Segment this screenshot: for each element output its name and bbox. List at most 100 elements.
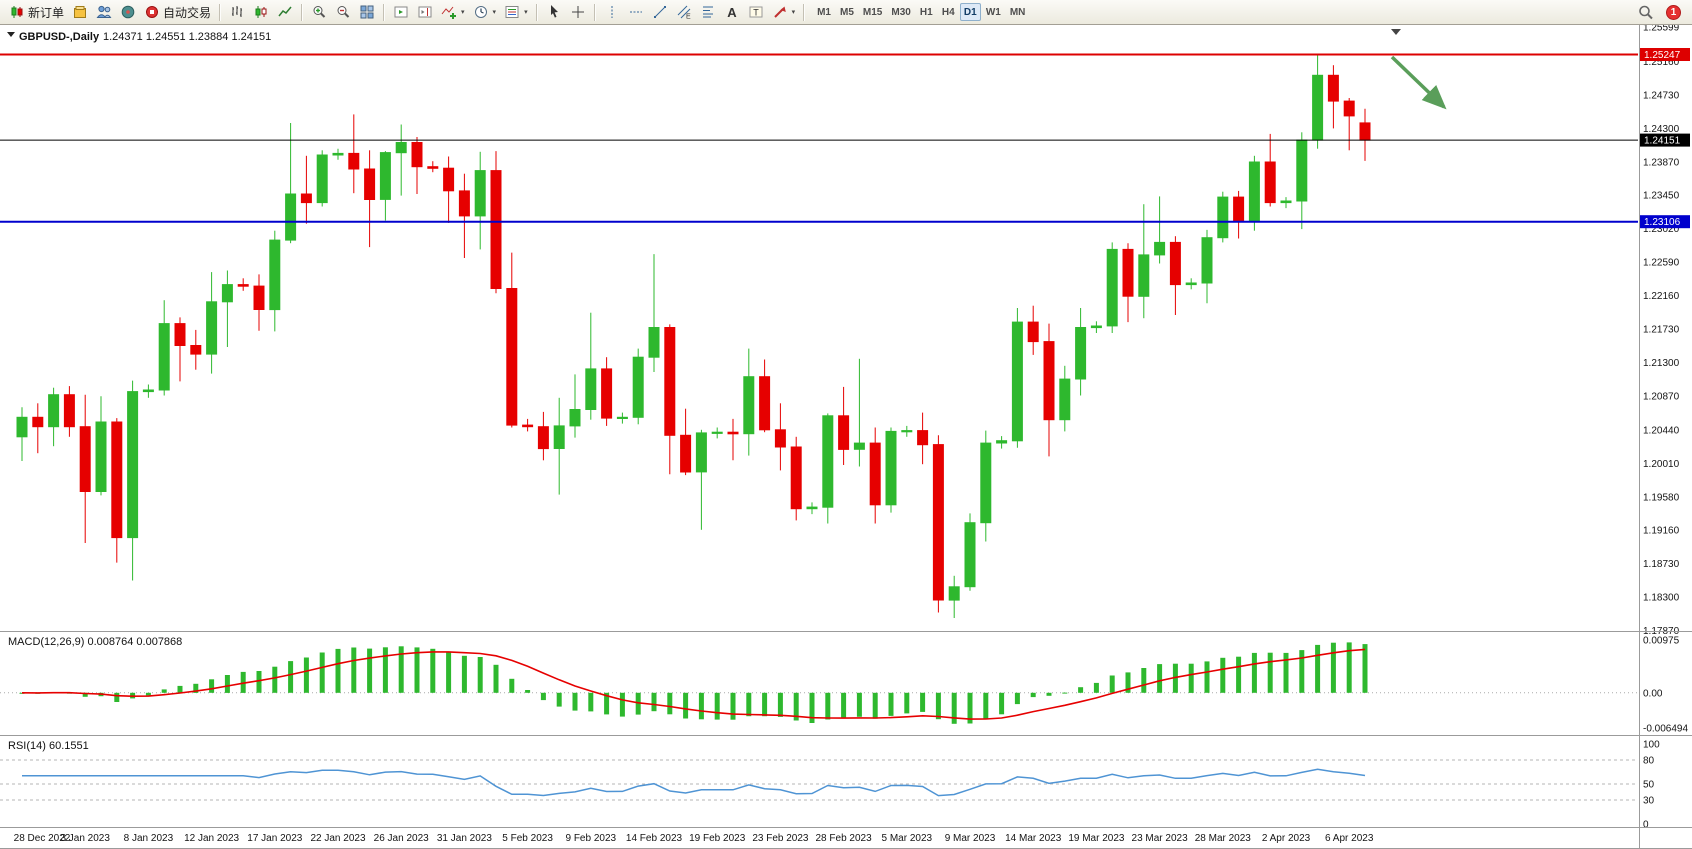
zoom-in-button[interactable] [307,2,331,23]
timeframe-button-h1[interactable]: H1 [916,3,937,21]
candle-body[interactable] [111,421,123,539]
candle-body[interactable] [458,190,470,217]
bar-chart-button[interactable] [225,2,249,23]
timeframe-button-m15[interactable]: M15 [859,3,886,21]
candle-body[interactable] [1122,248,1134,297]
arrows-tool-button[interactable]: ▾ [768,2,800,23]
candle-body[interactable] [569,409,581,427]
candle-body[interactable] [601,368,613,419]
candle-body[interactable] [1233,196,1245,222]
candle-body[interactable] [917,430,929,446]
zoom-out-button[interactable] [331,2,355,23]
candle-body[interactable] [221,284,233,303]
candle-body[interactable] [616,416,628,419]
trendline-tool-button[interactable] [648,2,672,23]
candle-body[interactable] [1106,248,1118,327]
candle-body[interactable] [95,421,107,492]
horizontal-line-tool-button[interactable] [624,2,648,23]
chart-shift-button[interactable] [413,2,437,23]
candle-body[interactable] [48,394,60,428]
templates-button[interactable]: ▾ [500,2,532,23]
candle-body[interactable] [1327,74,1339,102]
candle-body[interactable] [743,376,755,435]
candle-body[interactable] [901,430,913,433]
candle-body[interactable] [474,170,486,217]
autotrade-button[interactable]: 自动交易 [140,2,215,23]
candle-body[interactable] [1090,325,1102,329]
candle-body[interactable] [648,327,660,358]
candle-body[interactable] [1248,161,1260,222]
timeframe-button-d1[interactable]: D1 [959,3,981,21]
candle-body[interactable] [1185,282,1197,286]
timeframe-button-m1[interactable]: M1 [813,3,835,21]
candle-body[interactable] [1169,241,1181,286]
candle-body[interactable] [1075,327,1087,380]
candle-body[interactable] [253,285,265,311]
candle-body[interactable] [522,424,534,428]
chart-shift-marker[interactable] [1391,29,1401,35]
vertical-line-tool-button[interactable] [600,2,624,23]
candle-body[interactable] [774,429,786,448]
candle-body[interactable] [285,193,297,241]
candle-body[interactable] [490,170,502,290]
candlestick-chart-button[interactable] [249,2,273,23]
text-label-tool-button[interactable]: T [744,2,768,23]
accounts-button[interactable] [92,2,116,23]
notification-badge[interactable]: 1 [1666,4,1681,20]
candle-body[interactable] [206,301,218,355]
search-button[interactable] [1633,2,1658,23]
timeframe-button-m5[interactable]: M5 [836,3,858,21]
candle-body[interactable] [806,506,818,510]
market-watch-button[interactable] [68,2,92,23]
candle-body[interactable] [63,394,75,428]
candle-body[interactable] [379,152,391,200]
community-button[interactable] [116,2,140,23]
candle-body[interactable] [537,426,549,450]
candle-body[interactable] [395,142,407,154]
candle-body[interactable] [506,288,518,426]
equidistant-channel-tool-button[interactable]: E [672,2,696,23]
candle-body[interactable] [364,168,376,200]
candle-body[interactable] [174,323,186,347]
candle-body[interactable] [759,376,771,431]
cursor-button[interactable] [542,2,566,23]
indicators-button[interactable]: ▾ [437,2,469,23]
periods-button[interactable]: ▾ [469,2,501,23]
candle-body[interactable] [1059,378,1071,421]
candle-body[interactable] [1343,100,1355,117]
candle-body[interactable] [948,586,960,601]
candle-body[interactable] [980,442,992,524]
candle-body[interactable] [932,444,944,601]
candle-body[interactable] [996,440,1008,444]
candle-body[interactable] [1011,321,1023,442]
candle-body[interactable] [680,434,692,473]
candle-body[interactable] [838,415,850,450]
text-tool-button[interactable]: A [720,2,744,23]
crosshair-button[interactable] [566,2,590,23]
candle-body[interactable] [300,193,312,204]
candle-body[interactable] [869,442,881,506]
timeframe-button-m30[interactable]: M30 [887,3,914,21]
candle-body[interactable] [158,323,170,391]
candle-body[interactable] [1359,122,1371,141]
candle-body[interactable] [1217,196,1229,239]
tile-windows-button[interactable] [355,2,379,23]
candle-body[interactable] [632,356,644,418]
ohlc-collapse-icon[interactable] [7,32,15,37]
candle-body[interactable] [79,426,91,493]
candle-body[interactable] [1264,161,1276,204]
candle-body[interactable] [1154,241,1166,256]
timeframe-button-w1[interactable]: W1 [982,3,1005,21]
candle-body[interactable] [695,432,707,473]
candle-body[interactable] [411,142,423,168]
chart-canvas[interactable]: 1.25599 1.25160 1.24730 1.24300 1.23870 1.234… [0,25,1692,849]
candle-body[interactable] [443,167,455,192]
candle-body[interactable] [585,368,597,410]
candle-body[interactable] [964,522,976,588]
candle-body[interactable] [1201,237,1213,284]
candle-body[interactable] [332,152,344,156]
candle-body[interactable] [664,327,676,436]
candle-body[interactable] [853,442,865,450]
line-chart-button[interactable] [273,2,297,23]
auto-scroll-button[interactable] [389,2,413,23]
